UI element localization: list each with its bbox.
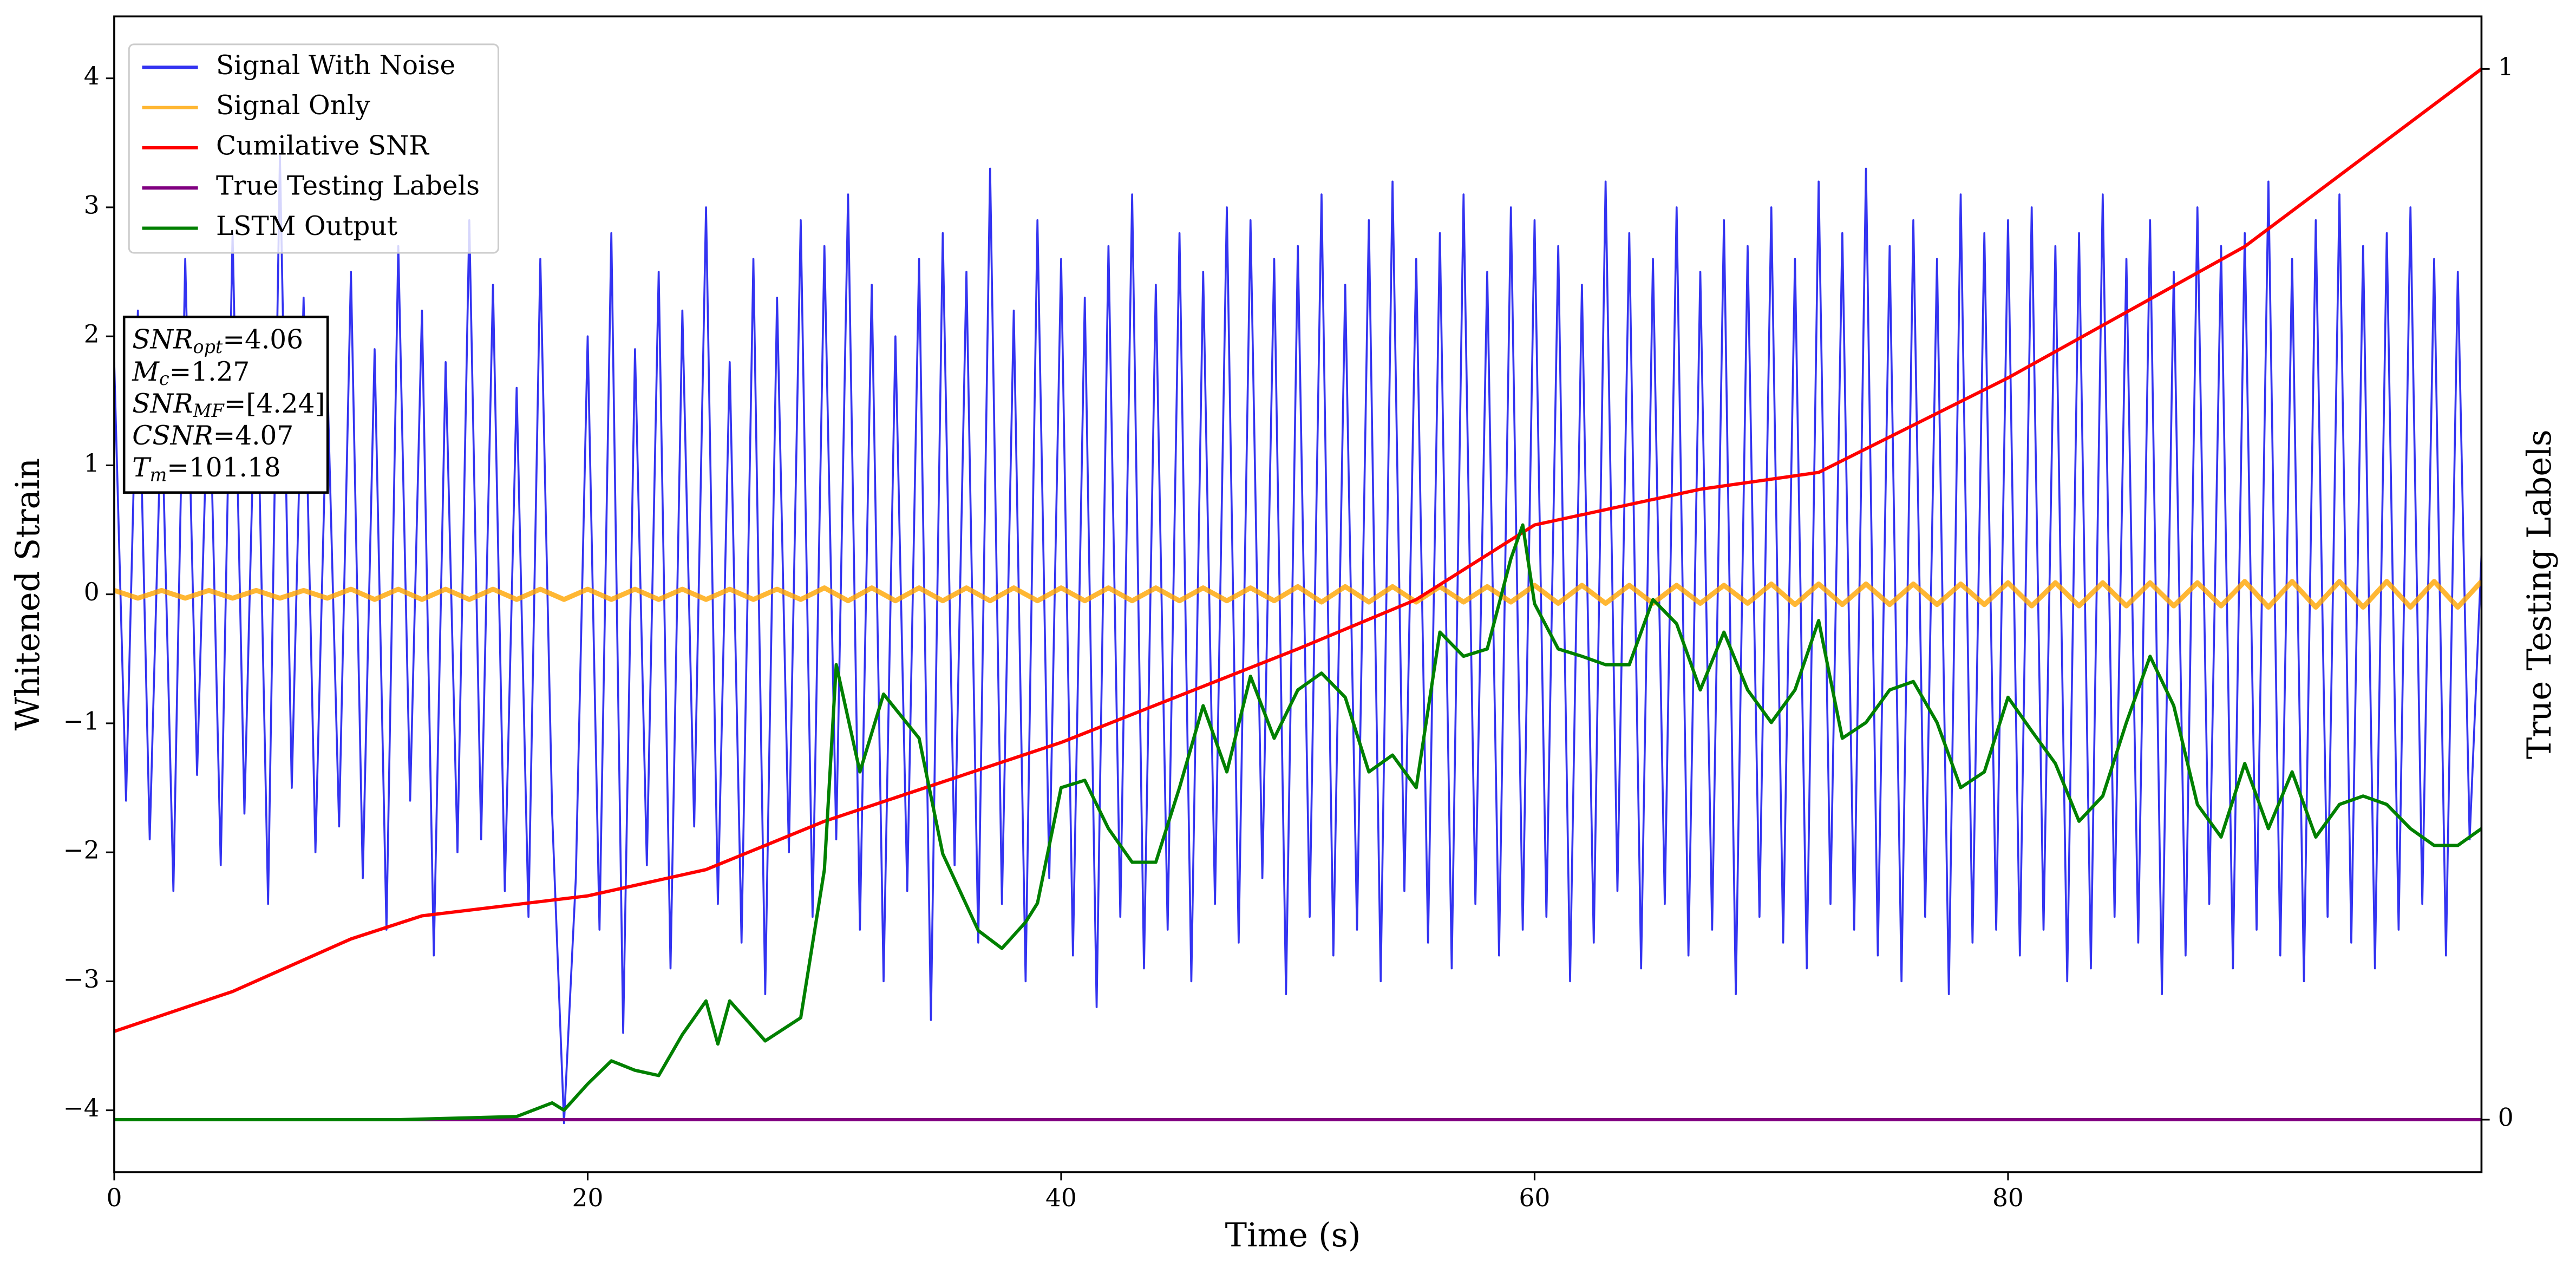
legend: Signal With Noise Signal Only Cumilative S… <box>128 43 500 254</box>
legend-label: Signal With Noise <box>216 50 455 81</box>
annotation-name: T <box>132 453 152 483</box>
y-axis-label: Whitened Strain <box>9 458 47 730</box>
annotation-value: =4.07 <box>213 421 294 451</box>
legend-label: True Testing Labels <box>216 171 480 201</box>
y-tick-label: 4 <box>84 62 100 90</box>
y-tick-label: 2 <box>84 320 100 349</box>
legend-label: Cumilative SNR <box>216 130 429 161</box>
annotation-name: SNR <box>132 324 193 355</box>
annotation-line: SNRMF=[4.24] <box>132 388 325 421</box>
annotation-sub: MF <box>193 400 225 421</box>
y2-tick-label: 0 <box>2498 1103 2514 1132</box>
x-tick-label: 20 <box>572 1184 604 1212</box>
x-tick-label: 80 <box>1992 1184 2024 1212</box>
annotation-line: SNRopt=4.06 <box>132 324 303 357</box>
x-axis-label: Time (s) <box>1225 1217 1361 1255</box>
series-line <box>114 154 2482 1125</box>
annotation-value: =101.18 <box>167 453 280 483</box>
plot-area <box>114 67 2482 1125</box>
annotation-sub: opt <box>193 336 223 357</box>
x-tick-label: 40 <box>1045 1184 1077 1212</box>
y2-axis-label: True Testing Labels <box>2521 429 2559 759</box>
annotation-frame <box>122 315 329 494</box>
annotation-name: CSNR <box>132 421 213 451</box>
legend-label: LSTM Output <box>216 211 398 241</box>
series-line <box>114 67 2482 1033</box>
legend-label: Signal Only <box>216 90 370 121</box>
annotation-value: =4.06 <box>223 324 303 355</box>
y-tick-label: 0 <box>84 578 100 606</box>
annotation-line: CSNR=4.07 <box>132 421 293 451</box>
annotation-value: =[4.24] <box>224 388 325 419</box>
y-tick-label: 1 <box>84 449 100 478</box>
x-tick-label: 0 <box>106 1184 122 1212</box>
x-tick-label: 60 <box>1519 1184 1551 1212</box>
annotation-name: M <box>132 356 160 387</box>
y2-tick-label: 1 <box>2498 53 2514 81</box>
annotation-line: Mc=1.27 <box>132 356 250 389</box>
y-tick-label: 3 <box>84 191 100 219</box>
annotation-box: SNRopt=4.06Mc=1.27SNRMF=[4.24]CSNR=4.07T… <box>122 315 329 494</box>
y-tick-label: −2 <box>63 836 100 865</box>
legend-box <box>128 43 500 254</box>
y-tick-label: −1 <box>63 707 100 735</box>
annotation-value: =1.27 <box>169 356 250 387</box>
annotation-sub: m <box>150 464 167 485</box>
annotation-line: Tm=101.18 <box>132 453 280 486</box>
y-tick-label: −4 <box>63 1094 100 1122</box>
series-line <box>114 579 2482 610</box>
series-line <box>114 523 2482 1122</box>
y-tick-label: −3 <box>63 965 100 994</box>
annotation-sub: c <box>159 368 169 389</box>
annotation-name: SNR <box>132 388 193 419</box>
